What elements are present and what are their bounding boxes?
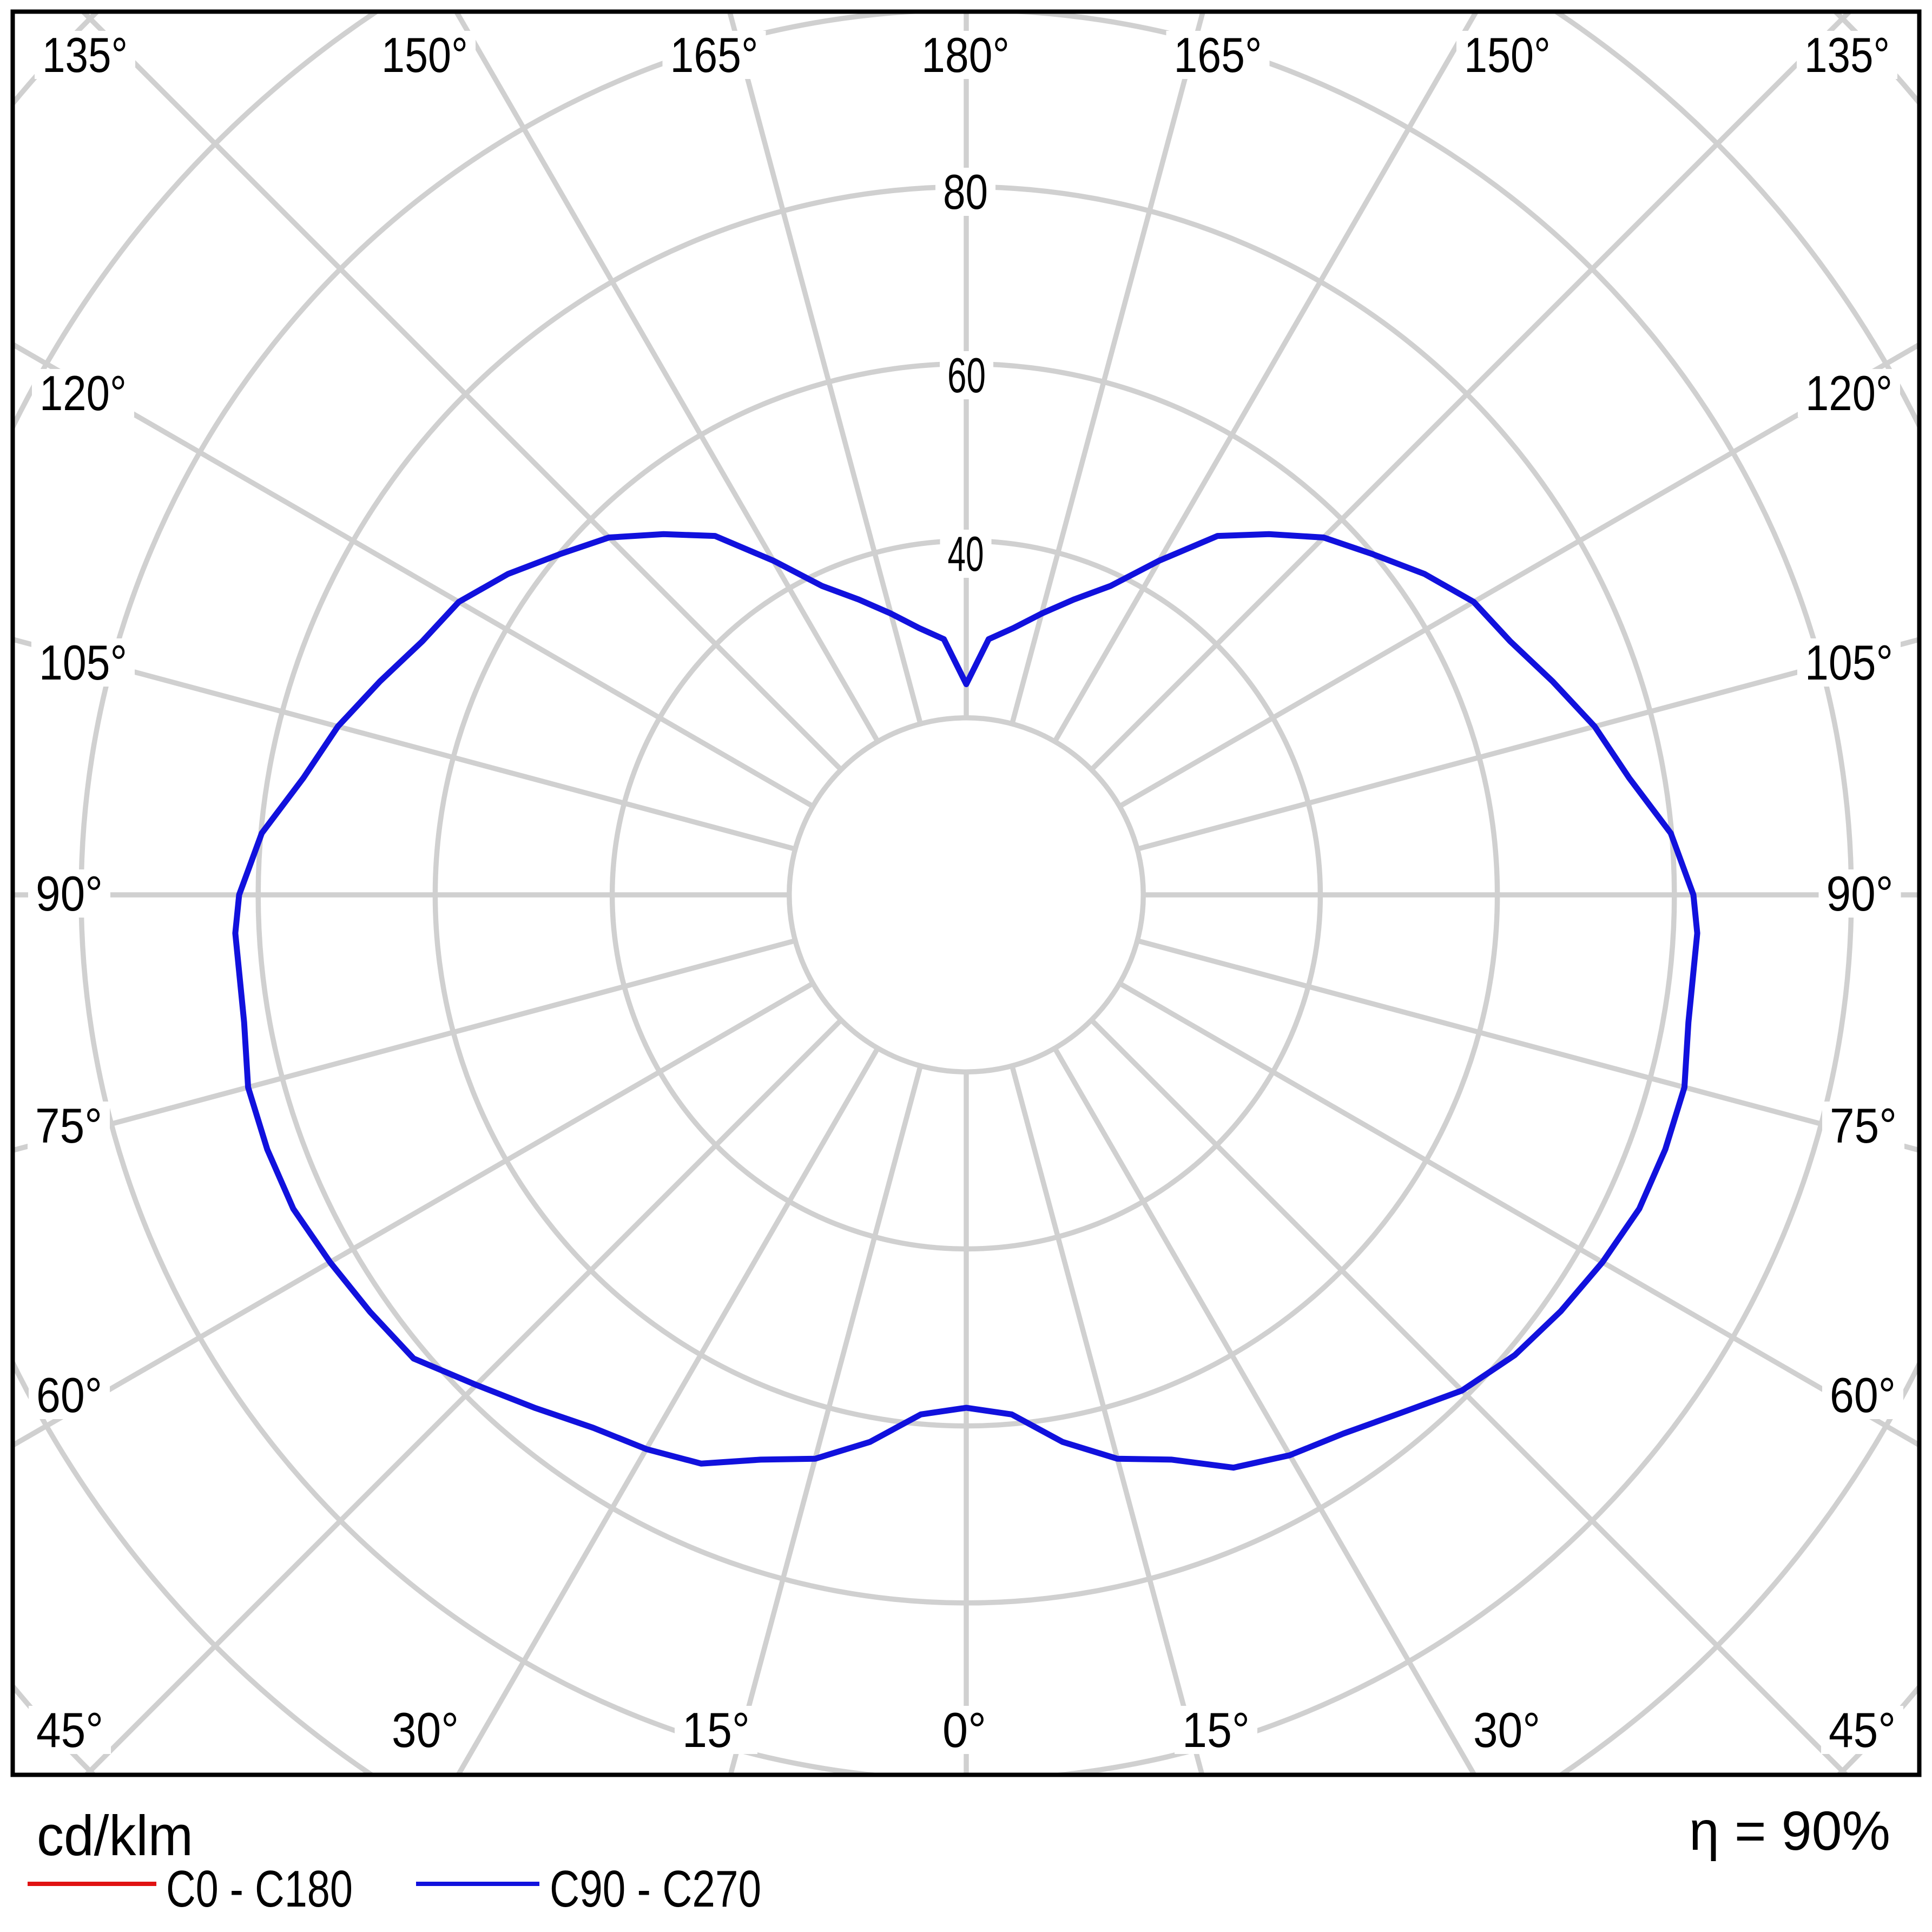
svg-text:15°: 15°: [1182, 1703, 1250, 1758]
svg-text:135°: 135°: [1804, 28, 1890, 83]
svg-text:105°: 105°: [39, 636, 127, 690]
svg-text:135°: 135°: [42, 28, 128, 83]
svg-text:0°: 0°: [942, 1703, 986, 1758]
svg-text:cd/klm: cd/klm: [37, 1804, 193, 1868]
svg-text:90°: 90°: [36, 867, 103, 921]
svg-text:η = 90%: η = 90%: [1689, 1800, 1890, 1862]
svg-text:165°: 165°: [670, 28, 759, 83]
svg-text:165°: 165°: [1174, 28, 1262, 83]
svg-text:60°: 60°: [36, 1368, 102, 1423]
svg-text:30°: 30°: [1473, 1703, 1540, 1758]
svg-text:80: 80: [943, 165, 988, 220]
svg-text:90°: 90°: [1827, 867, 1894, 921]
svg-text:150°: 150°: [1464, 28, 1551, 83]
svg-text:30°: 30°: [392, 1703, 459, 1758]
svg-text:120°: 120°: [39, 366, 127, 421]
svg-text:45°: 45°: [1829, 1703, 1896, 1758]
svg-text:60: 60: [947, 348, 986, 403]
svg-text:105°: 105°: [1805, 636, 1893, 690]
svg-text:75°: 75°: [1830, 1099, 1897, 1153]
svg-text:15°: 15°: [682, 1703, 750, 1758]
svg-text:60°: 60°: [1830, 1368, 1896, 1423]
svg-text:40: 40: [948, 527, 984, 582]
svg-text:C0 - C180: C0 - C180: [166, 1860, 353, 1918]
svg-text:120°: 120°: [1805, 366, 1893, 421]
svg-text:180°: 180°: [921, 28, 1010, 83]
svg-text:150°: 150°: [381, 28, 468, 83]
svg-text:45°: 45°: [36, 1703, 103, 1758]
svg-text:75°: 75°: [35, 1099, 102, 1153]
svg-text:C90 - C270: C90 - C270: [550, 1860, 761, 1918]
